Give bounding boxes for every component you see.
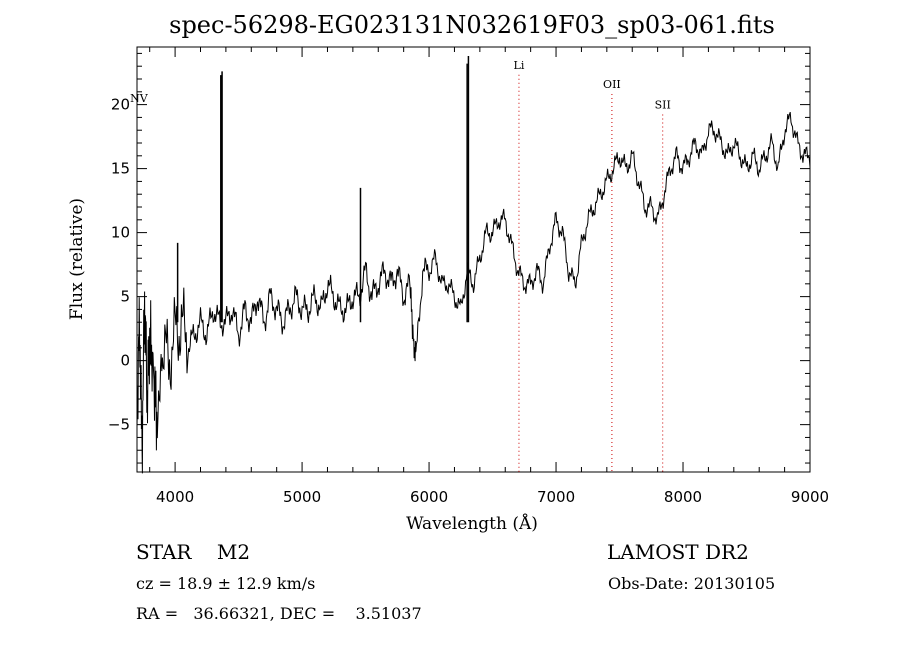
chart-title: spec-56298-EG023131N032619F03_sp03-061.f… bbox=[169, 11, 775, 39]
spectrum-series-line bbox=[136, 111, 811, 474]
x-tick-label: 5000 bbox=[283, 488, 321, 506]
y-tick-label: 10 bbox=[111, 224, 130, 242]
obs-date: Obs-Date: 20130105 bbox=[608, 574, 776, 593]
y-axis-label: Flux (relative) bbox=[67, 198, 87, 320]
y-tick-label: 15 bbox=[111, 160, 130, 178]
axis-ticks bbox=[137, 47, 811, 472]
x-tick-label: 4000 bbox=[156, 488, 194, 506]
feature-lines: NV Li OII SII bbox=[130, 59, 671, 472]
y-tick-label: 20 bbox=[111, 96, 130, 114]
feature-line-label: SII bbox=[655, 98, 671, 111]
feature-line-label: OII bbox=[603, 78, 621, 91]
redshift-cz: cz = 18.9 ± 12.9 km/s bbox=[136, 574, 316, 593]
feature-line-label: NV bbox=[130, 92, 149, 105]
y-tick-label: −5 bbox=[108, 416, 130, 434]
ra-dec: RA = 36.66321, DEC = 3.51037 bbox=[136, 604, 422, 623]
x-tick-label: 6000 bbox=[410, 488, 448, 506]
x-tick-label: 8000 bbox=[664, 488, 702, 506]
y-tick-label: 5 bbox=[120, 288, 130, 306]
x-tick-labels: 4000 5000 6000 7000 8000 9000 bbox=[156, 488, 829, 506]
y-tick-labels: −5 0 5 10 15 20 bbox=[108, 96, 130, 434]
x-tick-label: 7000 bbox=[537, 488, 575, 506]
y-tick-label: 0 bbox=[120, 352, 130, 370]
x-tick-label: 9000 bbox=[791, 488, 829, 506]
survey-name: LAMOST DR2 bbox=[607, 540, 749, 564]
plot-frame bbox=[136, 46, 811, 473]
emission-spikes bbox=[176, 55, 470, 323]
x-axis-label: Wavelength (Å) bbox=[406, 513, 538, 534]
feature-line-label: Li bbox=[514, 59, 525, 72]
object-class: STAR M2 bbox=[136, 540, 251, 564]
